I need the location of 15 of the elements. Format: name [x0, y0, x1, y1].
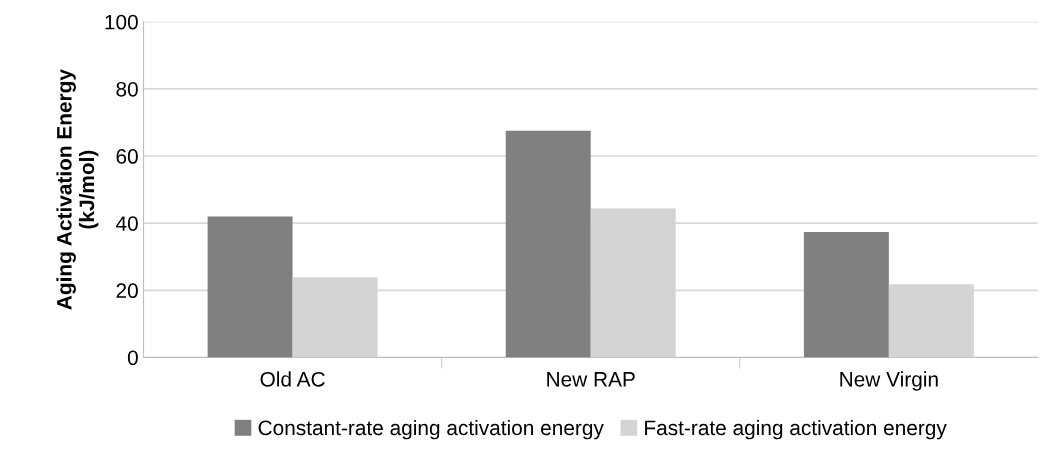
y-tick-label: 0: [127, 350, 138, 366]
x-tick-label: New RAP: [547, 372, 635, 387]
x-tick-label: Old AC: [260, 371, 325, 387]
y-tick-label: 40: [115, 216, 138, 231]
bar: [803, 231, 889, 358]
y-tick-label: 20: [116, 283, 138, 299]
legend-label: Constant-rate aging activation energy: [258, 419, 604, 440]
x-tick-label: New Virgin: [840, 371, 938, 391]
legend-label: Fast-rate aging activation energy: [645, 419, 947, 440]
y-tick-label: 100: [105, 14, 138, 30]
y-axis-title: Aging Activation Energy (kJ/mol): [56, 69, 99, 310]
bar: [207, 216, 293, 358]
y-tick-label: 80: [116, 81, 138, 97]
y-tick-label: 60: [116, 149, 138, 164]
bar: [505, 130, 591, 358]
